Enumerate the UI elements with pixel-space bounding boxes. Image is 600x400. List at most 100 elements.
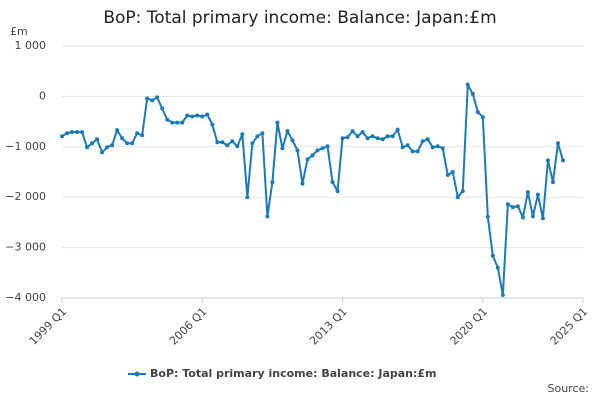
data-point [90, 141, 95, 146]
data-point [390, 134, 395, 139]
data-point [150, 98, 155, 103]
data-point [245, 195, 250, 200]
data-point [500, 292, 505, 297]
data-point [140, 133, 145, 138]
data-point [450, 170, 455, 174]
data-point [70, 130, 75, 135]
data-point [335, 189, 340, 194]
data-point [345, 135, 350, 140]
data-point [460, 189, 465, 194]
data-point [320, 146, 325, 151]
data-point [475, 110, 480, 115]
data-point [495, 265, 500, 270]
data-point [415, 149, 420, 154]
data-point [235, 144, 240, 149]
y-tick-label: −3 000 [5, 241, 46, 254]
data-point [165, 117, 170, 122]
data-point [135, 131, 140, 136]
data-point [515, 204, 520, 209]
data-point [280, 146, 285, 151]
data-point [555, 141, 560, 146]
data-point [405, 143, 410, 148]
x-tick-label: 2006 Q1 [167, 305, 210, 348]
data-point [400, 145, 405, 150]
chart-title: BoP: Total primary income: Balance: Japa… [103, 8, 496, 28]
y-tick-label: −4 000 [5, 291, 46, 304]
data-point [255, 134, 260, 139]
data-point [485, 214, 490, 219]
y-tick-label: −1 000 [5, 140, 46, 153]
data-point [510, 205, 515, 210]
x-tick-label: 1999 Q1 [27, 305, 70, 348]
data-point [75, 130, 80, 135]
data-point [455, 195, 460, 200]
data-point [195, 113, 200, 118]
data-point [310, 153, 315, 158]
data-point [445, 173, 450, 178]
data-point [80, 130, 85, 135]
y-tick-label: 0 [39, 89, 46, 102]
series-line [61, 81, 564, 296]
legend-label: BoP: Total primary income: Balance: Japa… [150, 367, 437, 380]
y-tick-label: 1 000 [15, 39, 47, 52]
data-point [65, 131, 70, 136]
data-point [220, 140, 225, 145]
source: Source: [548, 382, 590, 395]
data-point [340, 136, 345, 141]
data-point [470, 91, 475, 96]
data-point [295, 148, 300, 153]
data-point [420, 139, 425, 144]
data-point [105, 145, 110, 150]
data-point [120, 136, 125, 141]
x-tick-label: 2020 Q1 [448, 305, 491, 348]
data-point [535, 192, 540, 197]
data-point [355, 134, 360, 139]
data-point [200, 114, 205, 119]
data-point [370, 134, 375, 139]
data-point [100, 150, 105, 155]
data-point [190, 114, 195, 119]
data-point [365, 136, 370, 141]
data-point [265, 214, 270, 219]
data-point [410, 149, 415, 154]
data-point [305, 157, 310, 162]
data-point [300, 181, 305, 186]
data-point [440, 146, 445, 151]
data-point [215, 140, 220, 145]
y-tick-label: −2 000 [5, 190, 46, 203]
data-point [395, 127, 400, 132]
data-point [505, 202, 510, 207]
data-point [375, 136, 380, 141]
data-point [525, 190, 530, 195]
data-point [155, 95, 160, 100]
data-point [550, 180, 555, 185]
data-point [350, 129, 355, 134]
data-point [260, 131, 265, 136]
data-point [490, 253, 495, 258]
data-point [85, 145, 90, 150]
data-point [240, 132, 245, 137]
data-point [315, 148, 320, 153]
data-point [285, 129, 290, 134]
x-tick-label: 2025 Q1 [548, 305, 591, 348]
data-point [425, 137, 430, 142]
data-point [130, 141, 135, 146]
data-point [530, 214, 535, 219]
data-point [145, 96, 150, 101]
data-point [290, 138, 295, 143]
data-point [380, 137, 385, 142]
data-point [430, 145, 435, 150]
y-unit: £m [10, 25, 28, 38]
data-point [210, 122, 215, 127]
x-tick-label: 2013 Q1 [307, 305, 350, 348]
data-point [185, 113, 190, 118]
data-point [230, 139, 235, 144]
data-point [115, 128, 120, 133]
data-point [180, 120, 185, 125]
data-point [325, 144, 330, 149]
data-point [330, 180, 335, 185]
data-point [225, 143, 230, 148]
data-point [170, 120, 175, 125]
data-point [480, 115, 485, 120]
